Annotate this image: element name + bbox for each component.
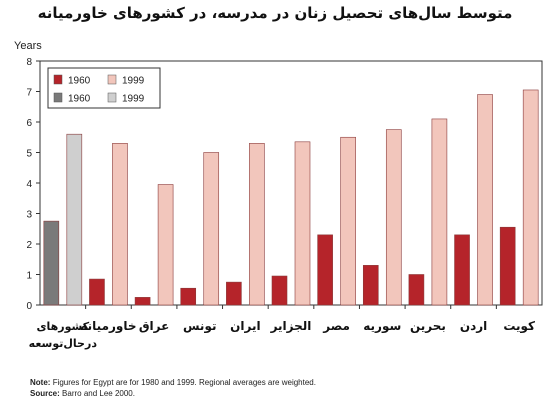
note-label: Note: bbox=[30, 378, 51, 387]
legend-label: 1960 bbox=[68, 94, 91, 105]
x-tick-label: بحرین bbox=[410, 319, 446, 333]
bar bbox=[385, 129, 402, 306]
source-text: Barro and Lee 2000. bbox=[62, 389, 135, 398]
y-tick-label: 2 bbox=[26, 240, 32, 251]
y-tick-label: 1 bbox=[26, 271, 32, 282]
bar bbox=[362, 265, 379, 306]
x-tick-label: مصر bbox=[322, 319, 350, 333]
bar bbox=[340, 136, 356, 306]
legend-swatch bbox=[53, 74, 63, 85]
legend-box bbox=[47, 67, 161, 109]
y-tick-label: 6 bbox=[26, 118, 32, 129]
bar bbox=[157, 184, 174, 306]
y-axis-label: Years bbox=[14, 40, 42, 52]
chart-notes: Note: Figures for Egypt are for 1980 and… bbox=[30, 377, 316, 399]
legend-label: 1999 bbox=[122, 94, 145, 105]
bar bbox=[408, 274, 425, 306]
bar bbox=[249, 143, 265, 306]
x-tick-label: کویت bbox=[503, 319, 535, 334]
bar bbox=[226, 281, 242, 306]
bar bbox=[134, 297, 151, 306]
bar bbox=[317, 234, 333, 306]
bar bbox=[477, 94, 493, 306]
y-tick-label: 7 bbox=[26, 88, 32, 99]
bar bbox=[522, 89, 539, 306]
bar bbox=[89, 278, 105, 306]
bar bbox=[294, 141, 311, 306]
bar bbox=[499, 226, 516, 306]
x-tick-label: خاورمیانه bbox=[80, 319, 136, 334]
source-label: Source: bbox=[30, 389, 60, 398]
legend-swatch bbox=[107, 92, 117, 103]
source-line: Source: Barro and Lee 2000. bbox=[30, 388, 316, 399]
legend-swatch bbox=[107, 74, 117, 85]
x-tick-label: کشورهای درحال‌توسعه bbox=[29, 320, 98, 350]
note-text: Figures for Egypt are for 1980 and 1999.… bbox=[52, 378, 316, 387]
x-tick-label: ایران bbox=[230, 319, 260, 333]
chart-title: متوسط سال‌های تحصیل زنان در مدرسه، در کش… bbox=[37, 4, 513, 22]
legend-label: 1960 bbox=[68, 76, 91, 87]
y-tick-label: 5 bbox=[26, 149, 32, 160]
x-tick-label: عراق bbox=[139, 319, 170, 333]
bar bbox=[271, 275, 288, 306]
bar bbox=[454, 234, 470, 306]
bar bbox=[180, 287, 197, 306]
bar bbox=[66, 133, 83, 306]
legend-label: 1999 bbox=[122, 76, 145, 87]
x-tick-label: اردن bbox=[460, 319, 487, 333]
x-tick-label: تونس bbox=[183, 319, 217, 334]
bar bbox=[203, 152, 220, 306]
y-tick-label: 3 bbox=[26, 210, 32, 221]
legend-swatch bbox=[53, 92, 63, 103]
y-tick-label: 4 bbox=[26, 179, 32, 190]
y-tick-label: 0 bbox=[26, 301, 32, 312]
y-tick-label: 8 bbox=[26, 57, 32, 68]
x-tick-label: الجزایر bbox=[270, 319, 312, 333]
bar bbox=[43, 220, 60, 306]
note-line: Note: Figures for Egypt are for 1980 and… bbox=[30, 377, 316, 388]
x-tick-label: سوریه bbox=[363, 319, 401, 334]
bar bbox=[112, 143, 128, 306]
bar bbox=[431, 118, 448, 306]
